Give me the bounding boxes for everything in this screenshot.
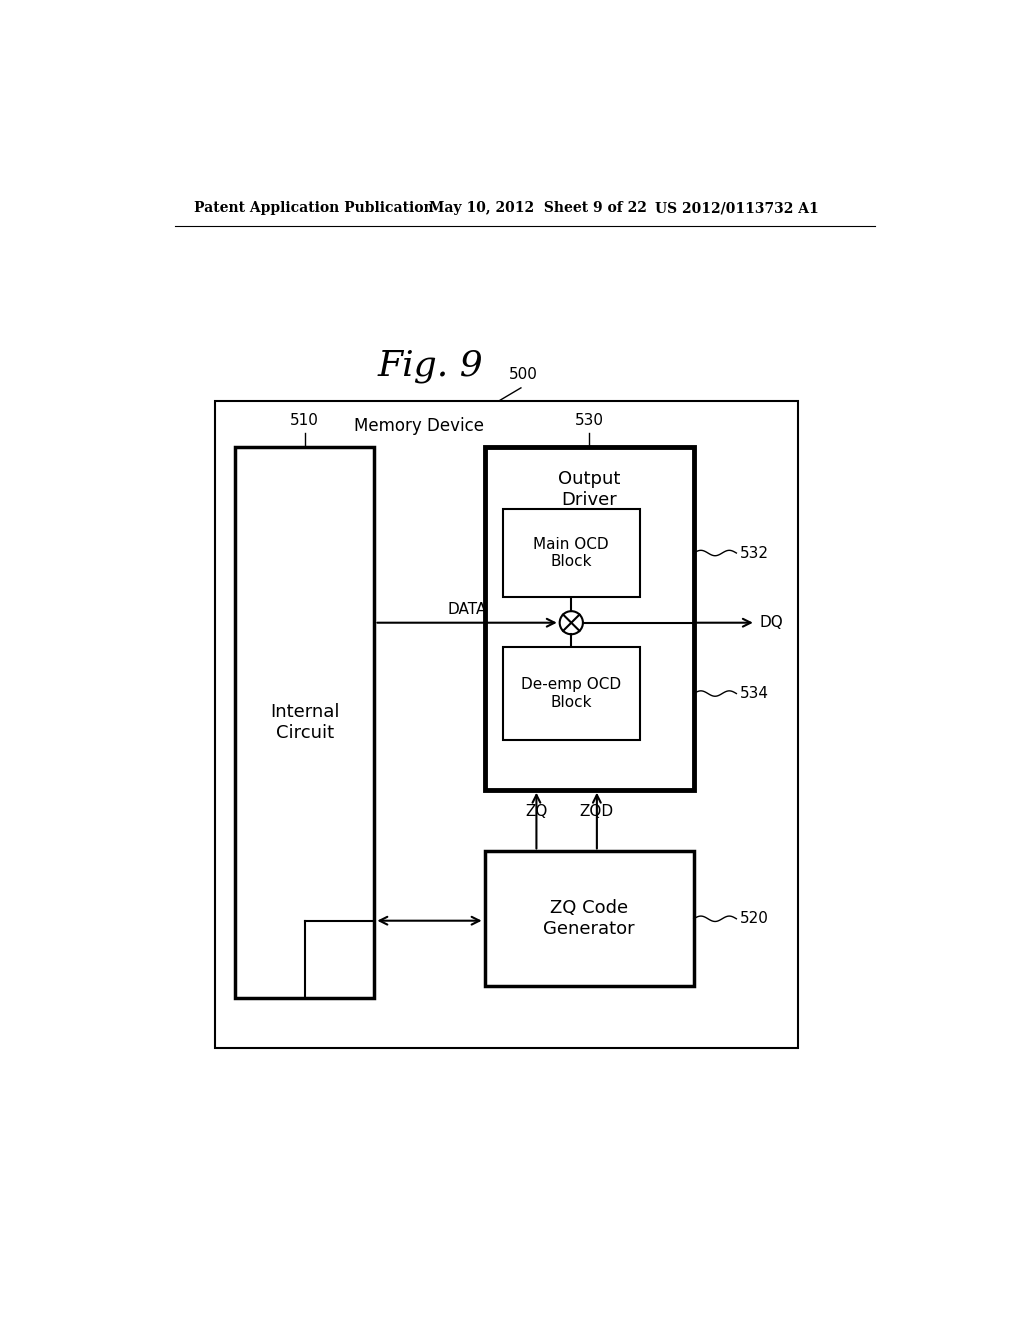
Text: De-emp OCD
Block: De-emp OCD Block	[521, 677, 622, 710]
Text: ZQ: ZQ	[525, 804, 548, 818]
Text: Internal
Circuit: Internal Circuit	[270, 704, 339, 742]
Bar	[484, 851, 693, 986]
Text: Patent Application Publication: Patent Application Publication	[194, 202, 433, 215]
Text: DQ: DQ	[760, 615, 783, 630]
Text: ZQ Code
Generator: ZQ Code Generator	[544, 899, 635, 939]
Bar	[215, 401, 799, 1048]
Text: 500: 500	[509, 367, 538, 381]
Text: 532: 532	[740, 545, 769, 561]
Bar	[503, 647, 640, 739]
Text: Fig. 9: Fig. 9	[378, 350, 483, 383]
Text: Main OCD
Block: Main OCD Block	[534, 537, 609, 569]
Text: 510: 510	[290, 413, 319, 428]
Bar	[503, 508, 640, 598]
Bar	[484, 447, 693, 789]
Text: ZQD: ZQD	[580, 804, 614, 818]
Text: May 10, 2012  Sheet 9 of 22: May 10, 2012 Sheet 9 of 22	[429, 202, 646, 215]
Text: Memory Device: Memory Device	[354, 417, 484, 434]
Text: Output
Driver: Output Driver	[558, 470, 621, 510]
Bar	[234, 447, 375, 998]
Text: 534: 534	[740, 686, 769, 701]
Text: DATA: DATA	[447, 602, 486, 616]
Text: 520: 520	[740, 911, 769, 927]
Text: 530: 530	[574, 413, 603, 428]
Text: US 2012/0113732 A1: US 2012/0113732 A1	[655, 202, 819, 215]
